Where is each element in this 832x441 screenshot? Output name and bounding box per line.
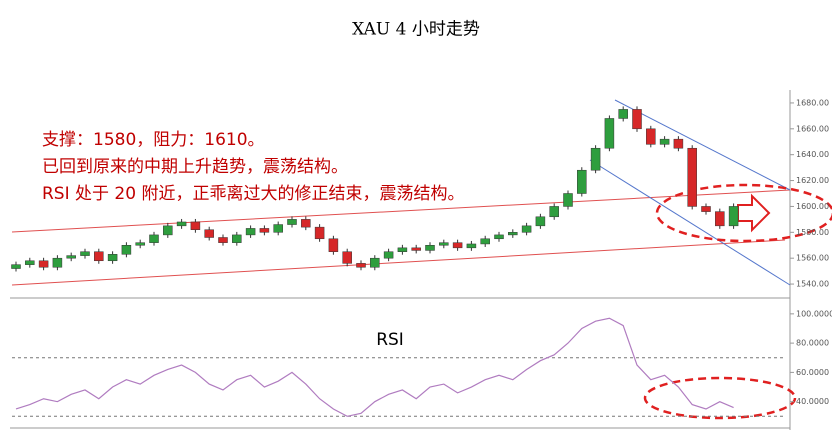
candle-body (52, 257, 63, 268)
y-tick-label: 1560.00 (796, 254, 829, 263)
candle-body (383, 251, 394, 259)
candle-body (356, 263, 366, 268)
candle-body (508, 232, 518, 236)
candle-body (232, 234, 242, 243)
candle-body (301, 219, 311, 228)
annotation: RSI 处于 20 附近，正乖离过大的修正结束，震荡结构。 (42, 184, 464, 204)
y-tick-label: 1660.00 (796, 124, 829, 133)
candle-body (314, 226, 325, 240)
trend-line (11, 189, 791, 233)
candle-body (273, 224, 283, 233)
candle-body (687, 147, 697, 207)
candle-body (204, 229, 214, 238)
trend-line (614, 99, 791, 191)
candle-body (94, 251, 104, 262)
candle-body (121, 245, 132, 255)
candle-body (659, 138, 670, 145)
candle-body (11, 264, 21, 269)
candle-body (549, 206, 559, 218)
panel-title: RSI (376, 330, 404, 350)
y-tick-label: 1600.00 (796, 202, 829, 211)
candle-body (149, 234, 159, 243)
annotation: 已回到原来的中期上升趋势，震荡结构。 (42, 157, 348, 177)
candle-body (287, 219, 297, 225)
candle-body (480, 238, 490, 245)
candle-body (80, 251, 90, 256)
candle-body (370, 257, 380, 268)
candle-body (218, 237, 228, 243)
candle-body (107, 254, 118, 262)
highlight-ellipse (643, 376, 797, 420)
candle-body (425, 245, 435, 251)
candle-body (452, 242, 463, 249)
candle-body (342, 251, 352, 264)
chart-title: XAU 4 小时走势 (352, 20, 480, 40)
candle-body (632, 109, 642, 130)
candle-body (535, 216, 546, 227)
candle-body (466, 243, 477, 249)
candle-body (715, 211, 725, 227)
candle-body (411, 247, 421, 251)
candle-body (577, 169, 587, 194)
candle-body (25, 260, 35, 265)
candle-body (563, 193, 573, 207)
y-tick-label: 1640.00 (796, 150, 829, 159)
candle-body (673, 138, 684, 149)
candle-body (176, 221, 187, 227)
candle-body (590, 147, 601, 171)
y-tick-label: 60.0000 (796, 368, 829, 377)
y-tick-label: 40.0000 (796, 397, 829, 406)
y-tick-label: 1680.00 (796, 98, 829, 107)
y-tick-label: 100.0000 (796, 309, 832, 318)
y-tick-label: 1620.00 (796, 176, 829, 185)
candle-body (245, 228, 256, 236)
trend-line (11, 239, 786, 286)
rsi-line (15, 317, 734, 417)
candle-body (163, 225, 173, 236)
candle-body (259, 228, 270, 233)
arrow (737, 193, 771, 233)
candle-body (135, 242, 145, 246)
y-tick-label: 1540.00 (796, 280, 829, 289)
candle-body (521, 225, 532, 233)
candle-body (190, 221, 201, 230)
candle-body (494, 234, 504, 240)
candle-body (439, 242, 449, 246)
y-tick-label: 80.0000 (796, 339, 829, 348)
highlight-ellipse (655, 183, 832, 243)
candle-body (728, 206, 739, 227)
candle-body (38, 260, 49, 268)
candle-body (604, 118, 615, 149)
candle-body (646, 128, 656, 145)
candle-body (328, 238, 339, 252)
candle-body (397, 247, 408, 252)
candle-body (701, 206, 711, 212)
candle-body (66, 255, 76, 259)
candle-body (618, 109, 628, 119)
trend-line (589, 159, 791, 286)
annotation: 支撑：1580，阻力：1610。 (42, 130, 265, 150)
y-tick-label: 1580.00 (796, 228, 829, 237)
